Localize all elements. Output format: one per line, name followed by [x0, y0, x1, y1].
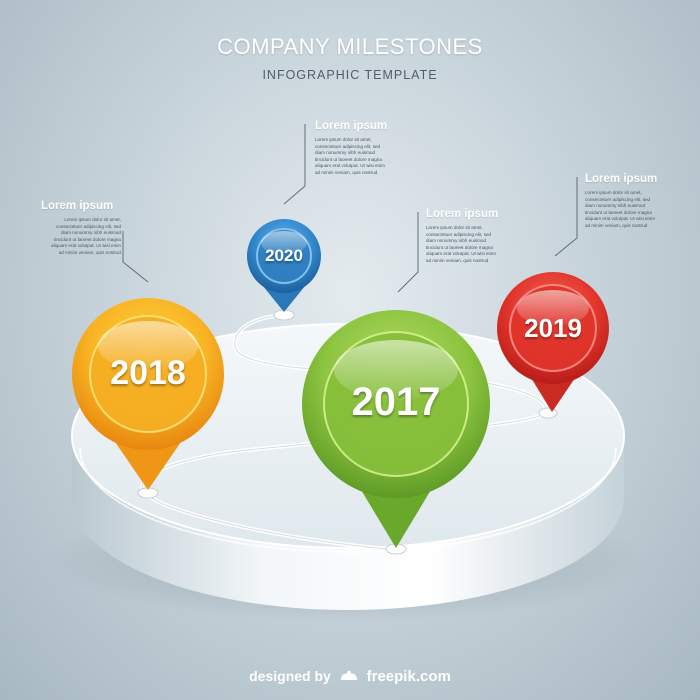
- note-text-line: ad minim veniam, quis nostrud: [58, 249, 121, 255]
- freepik-logo-icon: [340, 670, 357, 680]
- platform-rim-highlight: [79, 447, 617, 553]
- note-text-line: tincidunt ut laoreet dolore magna: [585, 209, 652, 215]
- year-label-2018: 2018: [110, 354, 186, 392]
- note-heading: Lorem ipsum: [585, 173, 658, 185]
- note-text-line: tincidunt ut laoreet dolore magna: [54, 236, 121, 242]
- page-subtitle: INFOGRAPHIC TEMPLATE: [262, 68, 438, 82]
- note-text-line: diam nonummy nibh euismod: [315, 150, 376, 156]
- page-title: COMPANY MILESTONES: [217, 34, 483, 59]
- year-label-2019: 2019: [524, 313, 582, 343]
- year-label-2017: 2017: [351, 380, 441, 424]
- note-text-line: diam nonummy nibh euismod: [426, 238, 487, 244]
- note-2019: Lorem ipsum Lorem ipsum dolor sit amet, …: [585, 173, 685, 230]
- pin-2020: [247, 219, 321, 312]
- leader-line-2018: [122, 231, 149, 283]
- pin-2019: [497, 272, 609, 412]
- note-2018: Lorem ipsum Lorem ipsum dolor sit amet, …: [41, 200, 121, 257]
- leader-line-2017: [397, 212, 419, 293]
- note-text-line: diam nonummy nibh euismod: [60, 230, 121, 236]
- note-text-line: ad minim veniam, quis nostrud: [426, 257, 489, 263]
- year-label-2020: 2020: [265, 246, 303, 265]
- note-text-line: consectetuer adipiscing elit, sed: [55, 223, 121, 229]
- note-text-line: aliquam erat volutpat. Ut wisi enim: [315, 163, 385, 169]
- footer-credit: designed by freepik.com: [0, 668, 700, 685]
- note-text-line: diam nonummy nibh euismod: [585, 203, 646, 209]
- footer-brand: freepik.com: [366, 668, 451, 685]
- note-heading: Lorem ipsum: [41, 200, 114, 212]
- note-text-line: Lorem ipsum dolor sit amet,: [64, 217, 121, 222]
- leader-line-2020: [283, 124, 306, 205]
- note-text-line: aliquam erat volutpat. Ut wisi enim: [585, 216, 655, 222]
- note-2020: Lorem ipsum Lorem ipsum dolor sit amet, …: [315, 120, 423, 177]
- note-text-line: aliquam erat volutpat. Ut wisi enim: [426, 251, 496, 257]
- pin-2017: [302, 310, 490, 548]
- note-text-line: consectetuer adipiscing elit, sed: [585, 196, 651, 202]
- timeline-path-shade: [141, 314, 547, 551]
- note-text-line: Lorem ipsum dolor sit amet,: [585, 190, 642, 195]
- note-text-line: Lorem ipsum dolor sit amet,: [426, 225, 483, 230]
- note-text-line: consectetuer adipiscing elit, sed: [426, 231, 492, 237]
- footer-prefix: designed by: [249, 668, 331, 684]
- leader-line-2019: [554, 177, 578, 257]
- note-text-line: tincidunt ut laoreet dolore magna: [315, 156, 382, 162]
- note-text-line: aliquam erat volutpat. Ut wisi enim: [51, 243, 121, 249]
- note-heading: Lorem ipsum: [315, 120, 388, 132]
- note-heading: Lorem ipsum: [426, 208, 499, 220]
- note-text-line: tincidunt ut laoreet dolore magna: [426, 244, 493, 250]
- note-text-line: consectetuer adipiscing elit, sed: [315, 143, 381, 149]
- note-2017: Lorem ipsum Lorem ipsum dolor sit amet, …: [426, 208, 534, 265]
- note-text-line: ad minim veniam, quis nostrud: [315, 169, 378, 175]
- note-text-line: ad minim veniam, quis nostrud: [585, 222, 648, 228]
- pin-2018: [72, 298, 224, 490]
- anchor-dot-2019: [538, 407, 558, 419]
- note-text-line: Lorem ipsum dolor sit amet,: [315, 137, 372, 142]
